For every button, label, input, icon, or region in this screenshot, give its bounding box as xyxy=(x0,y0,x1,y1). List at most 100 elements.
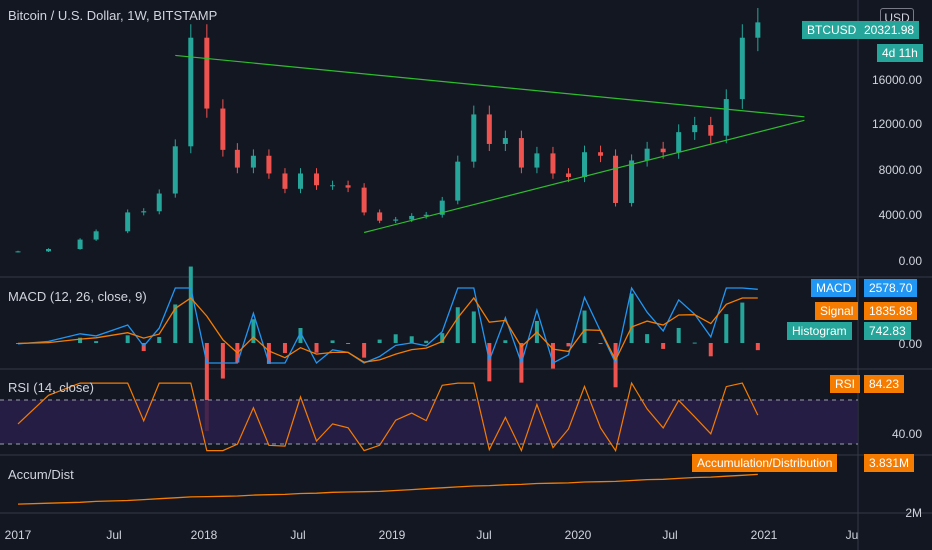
macd-tick-0: 0.00 xyxy=(898,337,922,351)
macd-histogram-bar xyxy=(708,343,713,357)
macd-histogram-bar xyxy=(740,302,745,343)
macd-histogram-bar xyxy=(251,319,256,343)
candle-body xyxy=(172,146,178,194)
price-tick-12000: 12000.00 xyxy=(871,117,922,131)
candle-body xyxy=(598,152,604,156)
macd-histogram-bar xyxy=(645,334,650,343)
symbol-badge: BTCUSD xyxy=(802,21,862,39)
rsi-line xyxy=(17,381,759,453)
trendline xyxy=(363,119,805,234)
chart-title: Bitcoin / U.S. Dollar, 1W, BITSTAMP xyxy=(8,8,218,23)
x-tick-jul-2018: Jul xyxy=(290,528,306,542)
price-tick-8000: 8000.00 xyxy=(878,163,922,177)
candle-body xyxy=(345,185,351,188)
candle-body xyxy=(15,251,21,253)
macd-histogram-bar xyxy=(550,343,555,369)
candle-body xyxy=(330,185,336,187)
candle-body xyxy=(204,37,210,109)
histogram-value: 742.83 xyxy=(864,322,911,340)
x-tick-2021: 2021 xyxy=(750,528,778,542)
histogram-label: Histogram xyxy=(787,322,852,340)
macd-histogram-bar xyxy=(661,343,666,349)
macd-histogram-bar xyxy=(330,340,335,343)
macd-histogram-bar xyxy=(409,336,414,343)
candle-body xyxy=(660,148,666,153)
candle-body xyxy=(708,125,714,136)
candle-body xyxy=(613,155,619,203)
macd-histogram-bar xyxy=(94,341,99,343)
macd-label: MACD xyxy=(811,279,857,297)
signal-label: Signal xyxy=(815,302,859,320)
x-tick-2019: 2019 xyxy=(378,528,406,542)
candle-body xyxy=(297,173,303,189)
macd-histogram-bar xyxy=(440,333,445,343)
candle-body xyxy=(582,152,588,178)
candle-body xyxy=(393,219,399,221)
macd-histogram-bar xyxy=(282,343,287,354)
candle-body xyxy=(439,200,445,215)
x-tick-2020: 2020 xyxy=(564,528,592,542)
price-tick-16000: 16000.00 xyxy=(871,73,922,87)
trendline xyxy=(175,54,805,118)
candle-body xyxy=(502,138,508,144)
candle-body xyxy=(455,161,461,201)
candle-body xyxy=(250,155,256,168)
candle-body xyxy=(314,173,320,186)
candle-body xyxy=(629,160,635,203)
ad-label: Accumulation/Distribution xyxy=(692,454,838,472)
candle-body xyxy=(141,211,147,213)
macd-histogram-bar xyxy=(314,343,319,353)
candle-body xyxy=(723,99,729,136)
candle-body xyxy=(266,155,272,174)
candle-body xyxy=(156,193,162,212)
last-price-badge: 20321.98 xyxy=(859,21,920,39)
candle-body xyxy=(423,214,429,216)
macd-histogram-bar xyxy=(598,343,603,345)
candle-body xyxy=(77,239,83,250)
macd-histogram-bar xyxy=(724,314,729,343)
accum-dist-line xyxy=(17,473,758,505)
macd-line xyxy=(17,286,758,366)
candle-body xyxy=(377,212,383,221)
macd-histogram-bar xyxy=(424,340,429,343)
rsi-band xyxy=(0,400,858,444)
candle-body xyxy=(692,125,698,133)
macd-value: 2578.70 xyxy=(864,279,918,297)
x-tick-jul-2019: Jul xyxy=(476,528,492,542)
macd-histogram-bar xyxy=(346,343,351,344)
ad-title[interactable]: Accum/Dist xyxy=(8,467,74,482)
macd-histogram-bar xyxy=(157,337,162,343)
candle-body xyxy=(409,215,415,220)
x-tick-jun-2021: Ju xyxy=(845,528,859,542)
macd-histogram-bar xyxy=(582,310,587,343)
rsi-value: 84.23 xyxy=(864,375,905,393)
macd-histogram-bar xyxy=(266,343,271,364)
macd-histogram-bar xyxy=(692,342,697,344)
macd-histogram-bar xyxy=(455,307,460,343)
macd-title[interactable]: MACD (12, 26, close, 9) xyxy=(8,289,147,304)
rsi-label: RSI xyxy=(830,375,861,393)
candle-body xyxy=(361,187,367,213)
macd-histogram-bar xyxy=(755,343,760,351)
x-tick-jul-2020: Jul xyxy=(662,528,678,542)
ad-tick-2m: 2M xyxy=(905,506,922,520)
macd-histogram-bar xyxy=(204,343,209,432)
candle-body xyxy=(565,173,571,178)
macd-histogram-bar xyxy=(298,328,303,343)
rsi-tick-40: 40.00 xyxy=(891,427,922,441)
rsi-title[interactable]: RSI (14, close) xyxy=(8,380,94,395)
price-tick-0: 0.00 xyxy=(898,254,922,268)
candle-body xyxy=(471,114,477,162)
macd-histogram-bar xyxy=(613,343,618,388)
candle-body xyxy=(644,148,650,161)
macd-histogram-bar xyxy=(629,293,634,343)
candle-body xyxy=(676,132,682,153)
macd-histogram-bar xyxy=(503,340,508,343)
price-tick-4000: 4000.00 xyxy=(878,208,922,222)
macd-histogram-bar xyxy=(471,311,476,343)
candle-body xyxy=(486,114,492,144)
macd-histogram-bar xyxy=(393,334,398,343)
macd-histogram-bar xyxy=(78,337,83,343)
candle-body xyxy=(46,249,52,252)
